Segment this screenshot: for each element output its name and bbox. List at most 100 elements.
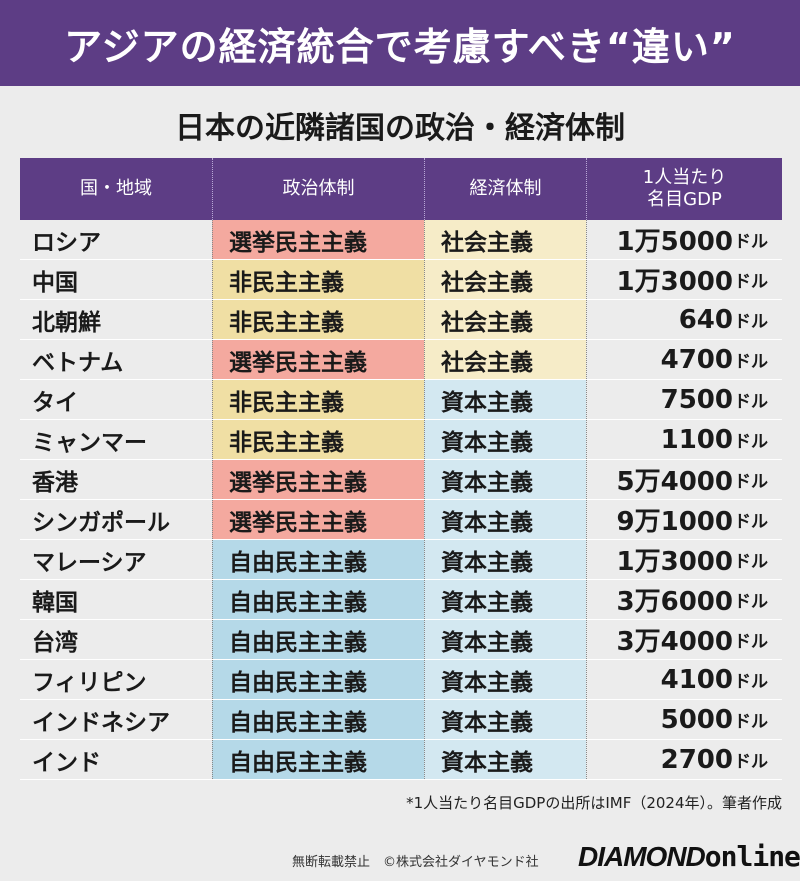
political-system-cell: 選挙民主主義 (212, 460, 424, 499)
table-row: ロシア 選挙民主主義 社会主義 1万5000 ドル (20, 220, 782, 260)
country-cell: ミャンマー (20, 420, 212, 459)
gdp-cell: 5万4000 ドル (586, 460, 782, 499)
gdp-unit: ドル (734, 352, 768, 372)
economic-system-cell: 資本主義 (424, 740, 586, 779)
column-header-political: 政治体制 (212, 158, 424, 220)
gdp-unit: ドル (734, 392, 768, 412)
economic-system-cell: 資本主義 (424, 460, 586, 499)
logo-sub-text: online (704, 840, 800, 873)
source-footnote: *1人当たり名目GDPの出所はIMF（2024年）。筆者作成 (406, 794, 782, 812)
political-system-cell: 自由民主主義 (212, 540, 424, 579)
economic-system-cell: 資本主義 (424, 500, 586, 539)
country-cell: 韓国 (20, 580, 212, 619)
gdp-value: 9万1000 (616, 507, 733, 537)
country-cell: フィリピン (20, 660, 212, 699)
political-system-cell: 自由民主主義 (212, 620, 424, 659)
gdp-cell: 4700 ドル (586, 340, 782, 379)
table-row: ミャンマー 非民主主義 資本主義 1100 ドル (20, 420, 782, 460)
table-title: 日本の近隣諸国の政治・経済体制 (175, 111, 625, 146)
table-row: シンガポール 選挙民主主義 資本主義 9万1000 ドル (20, 500, 782, 540)
gdp-value: 3万6000 (616, 587, 733, 617)
table-row: 北朝鮮 非民主主義 社会主義 640 ドル (20, 300, 782, 340)
political-system-cell: 自由民主主義 (212, 580, 424, 619)
gdp-cell: 3万4000 ドル (586, 620, 782, 659)
gdp-cell: 1100 ドル (586, 420, 782, 459)
table-row: 韓国 自由民主主義 資本主義 3万6000 ドル (20, 580, 782, 620)
table-row: ベトナム 選挙民主主義 社会主義 4700 ドル (20, 340, 782, 380)
gdp-unit: ドル (734, 712, 768, 732)
political-system-cell: 非民主主義 (212, 420, 424, 459)
country-cell: 台湾 (20, 620, 212, 659)
economic-system-cell: 資本主義 (424, 700, 586, 739)
economic-system-cell: 資本主義 (424, 380, 586, 419)
gdp-unit: ドル (734, 632, 768, 652)
political-system-cell: 自由民主主義 (212, 740, 424, 779)
footer: 無断転載禁止 ©株式会社ダイヤモンド社 DIAMONDonline (0, 838, 800, 874)
political-system-cell: 非民主主義 (212, 300, 424, 339)
table-row: 台湾 自由民主主義 資本主義 3万4000 ドル (20, 620, 782, 660)
table-row: 中国 非民主主義 社会主義 1万3000 ドル (20, 260, 782, 300)
gdp-cell: 4100 ドル (586, 660, 782, 699)
gdp-unit: ドル (734, 272, 768, 292)
country-cell: マレーシア (20, 540, 212, 579)
table-row: マレーシア 自由民主主義 資本主義 1万3000 ドル (20, 540, 782, 580)
political-system-cell: 選挙民主主義 (212, 340, 424, 379)
page-title: アジアの経済統合で考慮すべき“違い” (64, 24, 736, 69)
gdp-cell: 5000 ドル (586, 700, 782, 739)
country-cell: インド (20, 740, 212, 779)
economic-system-cell: 資本主義 (424, 580, 586, 619)
economic-system-cell: 社会主義 (424, 260, 586, 299)
column-header-country: 国・地域 (80, 178, 152, 199)
gdp-value: 4100 (660, 664, 733, 695)
gdp-value: 3万4000 (616, 627, 733, 657)
country-cell: ロシア (20, 220, 212, 259)
country-cell: 中国 (20, 260, 212, 299)
gdp-value: 4700 (660, 344, 733, 375)
gdp-unit: ドル (734, 472, 768, 492)
political-system-cell: 自由民主主義 (212, 700, 424, 739)
gdp-value: 5万4000 (616, 467, 733, 497)
gdp-value: 1万3000 (616, 267, 733, 297)
gdp-cell: 3万6000 ドル (586, 580, 782, 619)
economic-system-cell: 資本主義 (424, 660, 586, 699)
gdp-value: 7500 (660, 384, 733, 415)
gdp-value: 5000 (660, 704, 733, 735)
gdp-cell: 9万1000 ドル (586, 500, 782, 539)
gdp-value: 640 (678, 304, 733, 335)
political-system-cell: 非民主主義 (212, 380, 424, 419)
gdp-unit: ドル (734, 592, 768, 612)
table-row: インドネシア 自由民主主義 資本主義 5000 ドル (20, 700, 782, 740)
country-cell: インドネシア (20, 700, 212, 739)
country-cell: 香港 (20, 460, 212, 499)
table-header-row: 国・地域 政治体制 経済体制 1人当たり 名目GDP (20, 158, 782, 220)
gdp-unit: ドル (734, 232, 768, 252)
table-row: インド 自由民主主義 資本主義 2700 ドル (20, 740, 782, 780)
gdp-cell: 1万3000 ドル (586, 540, 782, 579)
gdp-value: 1万5000 (616, 227, 733, 257)
gdp-value: 2700 (660, 744, 733, 775)
economic-system-cell: 社会主義 (424, 300, 586, 339)
logo-main-text: DIAMOND (578, 841, 706, 872)
gdp-unit: ドル (734, 512, 768, 532)
political-system-cell: 自由民主主義 (212, 660, 424, 699)
political-system-cell: 非民主主義 (212, 260, 424, 299)
gdp-unit: ドル (734, 432, 768, 452)
country-cell: シンガポール (20, 500, 212, 539)
economic-system-cell: 資本主義 (424, 420, 586, 459)
economic-system-cell: 資本主義 (424, 620, 586, 659)
title-banner: アジアの経済統合で考慮すべき“違い” (0, 0, 800, 86)
gdp-value: 1100 (660, 424, 733, 455)
country-cell: ベトナム (20, 340, 212, 379)
gdp-unit: ドル (734, 312, 768, 332)
table-row: フィリピン 自由民主主義 資本主義 4100 ドル (20, 660, 782, 700)
economic-system-cell: 社会主義 (424, 220, 586, 259)
diamond-online-logo: DIAMONDonline (578, 840, 800, 873)
table-body: ロシア 選挙民主主義 社会主義 1万5000 ドル 中国 非民主主義 社会主義 1万3000 ドル… (20, 220, 782, 780)
table-row: タイ 非民主主義 資本主義 7500 ドル (20, 380, 782, 420)
economic-system-cell: 資本主義 (424, 540, 586, 579)
gdp-cell: 7500 ドル (586, 380, 782, 419)
copyright-notice: 無断転載禁止 ©株式会社ダイヤモンド社 (292, 855, 539, 870)
column-header-economic: 経済体制 (424, 158, 586, 220)
gdp-cell: 1万3000 ドル (586, 260, 782, 299)
column-header-gdp: 1人当たり 名目GDP (586, 158, 782, 220)
